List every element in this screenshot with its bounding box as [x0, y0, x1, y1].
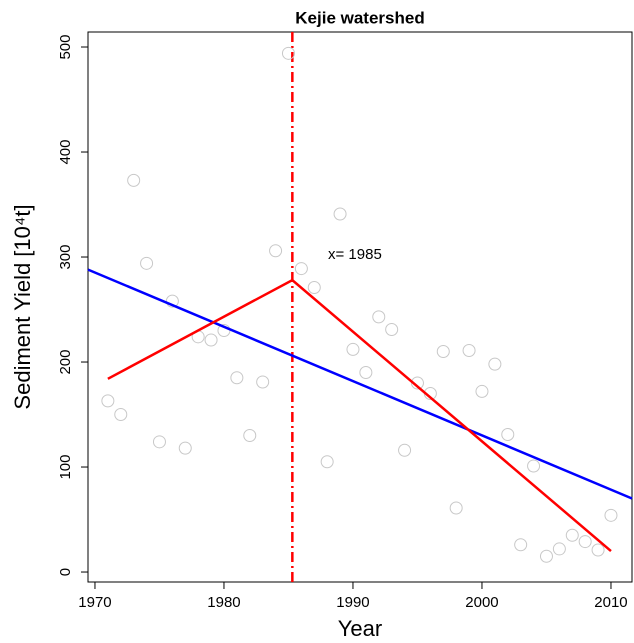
- point: [346, 342, 360, 356]
- y-tick-label: 400: [57, 140, 74, 165]
- x-tick-label: 2010: [594, 594, 627, 611]
- point: [320, 455, 334, 469]
- point: [449, 501, 463, 515]
- point: [591, 543, 605, 557]
- y-tick-label: 0: [57, 568, 74, 576]
- x-tick-label: 1980: [207, 594, 240, 611]
- point: [307, 280, 321, 294]
- point: [165, 294, 179, 308]
- point: [127, 173, 141, 187]
- y-tick-label: 200: [57, 350, 74, 375]
- y-axis-label: Sediment Yield [10⁴t]: [10, 204, 35, 409]
- point: [527, 459, 541, 473]
- plot-box: [87, 31, 633, 583]
- x-tick-label: 1990: [336, 594, 369, 611]
- point: [565, 528, 579, 542]
- fit-line: [87, 268, 633, 500]
- point: [281, 46, 295, 60]
- point: [539, 549, 553, 563]
- point: [114, 408, 128, 422]
- point: [372, 310, 386, 324]
- point: [152, 435, 166, 449]
- point: [552, 542, 566, 556]
- point: [398, 443, 412, 457]
- x-tick-label: 1970: [78, 594, 111, 611]
- point: [178, 441, 192, 455]
- y-tick-label: 100: [57, 455, 74, 480]
- point: [385, 322, 399, 336]
- point: [140, 256, 154, 270]
- point: [488, 357, 502, 371]
- y-tick-label: 500: [57, 34, 74, 59]
- point: [333, 207, 347, 221]
- point: [359, 366, 373, 380]
- x-axis-label: Year: [338, 616, 382, 641]
- point: [462, 343, 476, 357]
- point: [294, 262, 308, 276]
- chart-title: Kejie watershed: [295, 8, 424, 27]
- y-tick-label: 300: [57, 245, 74, 270]
- point: [604, 508, 618, 522]
- point: [243, 429, 257, 443]
- point: [475, 384, 489, 398]
- point: [436, 345, 450, 359]
- point: [514, 538, 528, 552]
- point: [230, 371, 244, 385]
- point: [501, 427, 515, 441]
- breakpoint-label: x= 1985: [328, 246, 382, 263]
- point: [204, 333, 218, 347]
- point: [578, 535, 592, 549]
- point: [269, 244, 283, 258]
- point: [256, 375, 270, 389]
- x-tick-label: 2000: [465, 594, 498, 611]
- fit-line: [107, 278, 612, 552]
- point: [101, 394, 115, 408]
